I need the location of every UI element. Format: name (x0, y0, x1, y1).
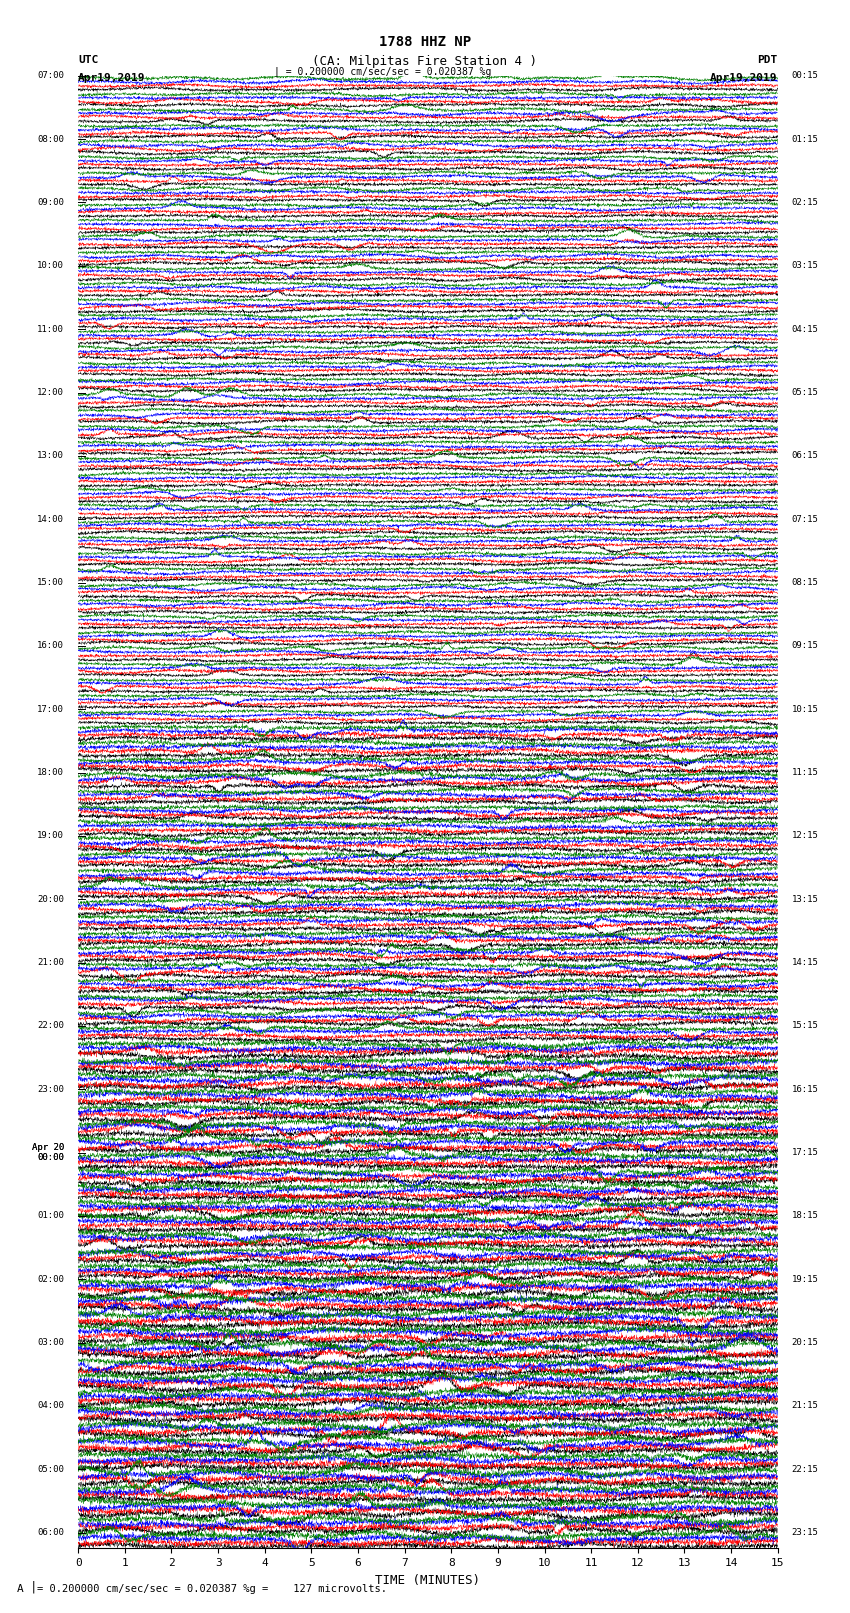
Text: 04:15: 04:15 (791, 324, 819, 334)
Text: 06:15: 06:15 (791, 452, 819, 460)
Text: 13:15: 13:15 (791, 895, 819, 903)
Text: 17:15: 17:15 (791, 1148, 819, 1157)
Text: 09:00: 09:00 (37, 198, 65, 206)
Text: 14:15: 14:15 (791, 958, 819, 968)
Text: Apr 20
00:00: Apr 20 00:00 (32, 1144, 65, 1163)
Text: 15:15: 15:15 (791, 1021, 819, 1031)
Text: 10:15: 10:15 (791, 705, 819, 713)
Text: 20:00: 20:00 (37, 895, 65, 903)
Text: 08:15: 08:15 (791, 577, 819, 587)
Text: 04:00: 04:00 (37, 1402, 65, 1410)
Text: 08:00: 08:00 (37, 134, 65, 144)
Text: 22:00: 22:00 (37, 1021, 65, 1031)
Text: 05:00: 05:00 (37, 1465, 65, 1474)
Text: 16:15: 16:15 (791, 1086, 819, 1094)
Text: 19:00: 19:00 (37, 831, 65, 840)
Text: A: A (17, 1584, 24, 1594)
Text: 18:15: 18:15 (791, 1211, 819, 1221)
Text: 03:00: 03:00 (37, 1339, 65, 1347)
Text: 00:15: 00:15 (791, 71, 819, 81)
Text: 12:00: 12:00 (37, 389, 65, 397)
Text: 20:15: 20:15 (791, 1339, 819, 1347)
Text: | = 0.200000 cm/sec/sec = 0.020387 %g: | = 0.200000 cm/sec/sec = 0.020387 %g (274, 66, 491, 76)
Text: 10:00: 10:00 (37, 261, 65, 271)
Text: = 0.200000 cm/sec/sec = 0.020387 %g =    127 microvolts.: = 0.200000 cm/sec/sec = 0.020387 %g = 12… (37, 1584, 388, 1594)
Text: 13:00: 13:00 (37, 452, 65, 460)
Text: 02:00: 02:00 (37, 1274, 65, 1284)
Text: 1788 HHZ NP: 1788 HHZ NP (379, 35, 471, 50)
Text: (CA: Milpitas Fire Station 4 ): (CA: Milpitas Fire Station 4 ) (313, 55, 537, 68)
Text: 19:15: 19:15 (791, 1274, 819, 1284)
Text: 18:00: 18:00 (37, 768, 65, 777)
Text: 06:00: 06:00 (37, 1528, 65, 1537)
Text: Apr19,2019: Apr19,2019 (711, 73, 778, 82)
Text: 15:00: 15:00 (37, 577, 65, 587)
Text: 17:00: 17:00 (37, 705, 65, 713)
Text: 23:15: 23:15 (791, 1528, 819, 1537)
Text: 01:15: 01:15 (791, 134, 819, 144)
Text: 02:15: 02:15 (791, 198, 819, 206)
Text: 03:15: 03:15 (791, 261, 819, 271)
Text: 01:00: 01:00 (37, 1211, 65, 1221)
Text: 07:15: 07:15 (791, 515, 819, 524)
Text: PDT: PDT (757, 55, 778, 65)
Text: 21:15: 21:15 (791, 1402, 819, 1410)
Text: 16:00: 16:00 (37, 642, 65, 650)
Text: UTC: UTC (78, 55, 99, 65)
Text: 21:00: 21:00 (37, 958, 65, 968)
Text: 22:15: 22:15 (791, 1465, 819, 1474)
Text: Apr 20
00:00: Apr 20 00:00 (32, 1144, 65, 1163)
Text: Apr19,2019: Apr19,2019 (78, 73, 145, 82)
Text: 11:00: 11:00 (37, 324, 65, 334)
Text: 09:15: 09:15 (791, 642, 819, 650)
Text: 05:15: 05:15 (791, 389, 819, 397)
X-axis label: TIME (MINUTES): TIME (MINUTES) (376, 1574, 480, 1587)
Text: 12:15: 12:15 (791, 831, 819, 840)
Text: |: | (30, 1581, 37, 1594)
Text: 07:00: 07:00 (37, 71, 65, 81)
Text: 11:15: 11:15 (791, 768, 819, 777)
Text: 23:00: 23:00 (37, 1086, 65, 1094)
Text: 14:00: 14:00 (37, 515, 65, 524)
